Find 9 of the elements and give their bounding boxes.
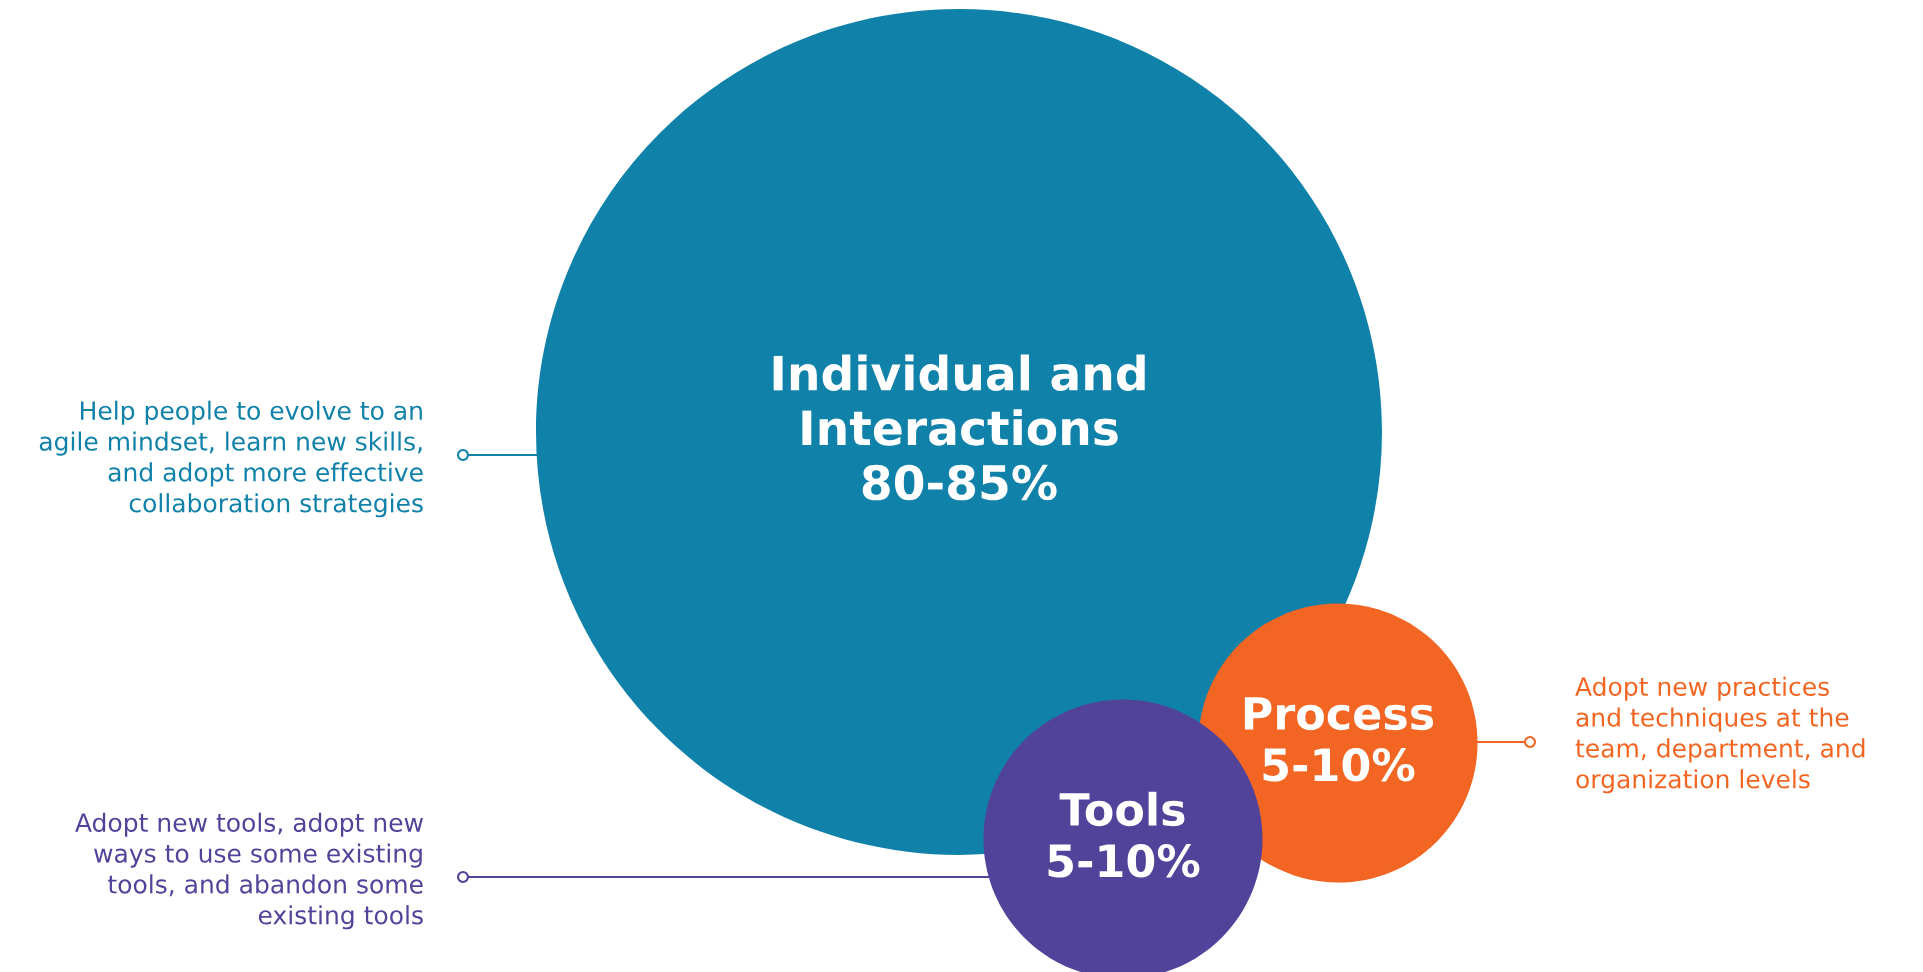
category-label: Individual and Interactions <box>773 354 1145 446</box>
text: Adopt new tools, adopt new ways to use some existing tools, and abandon some existing tools <box>75 812 423 930</box>
data-label: 80-85% <box>862 464 1057 501</box>
category-label: Process <box>1244 697 1434 731</box>
category-label: Tools <box>1059 791 1185 827</box>
data-label: 5-10% <box>1263 748 1415 782</box>
text: Help people to evolve to an agile mindset, learn new skills, and adopt more effective collaboration strategies <box>39 400 423 518</box>
text: Adopt new practices and techniques at the team, department, and organization levels <box>1575 676 1865 794</box>
data-label: 5-10% <box>1048 844 1200 878</box>
